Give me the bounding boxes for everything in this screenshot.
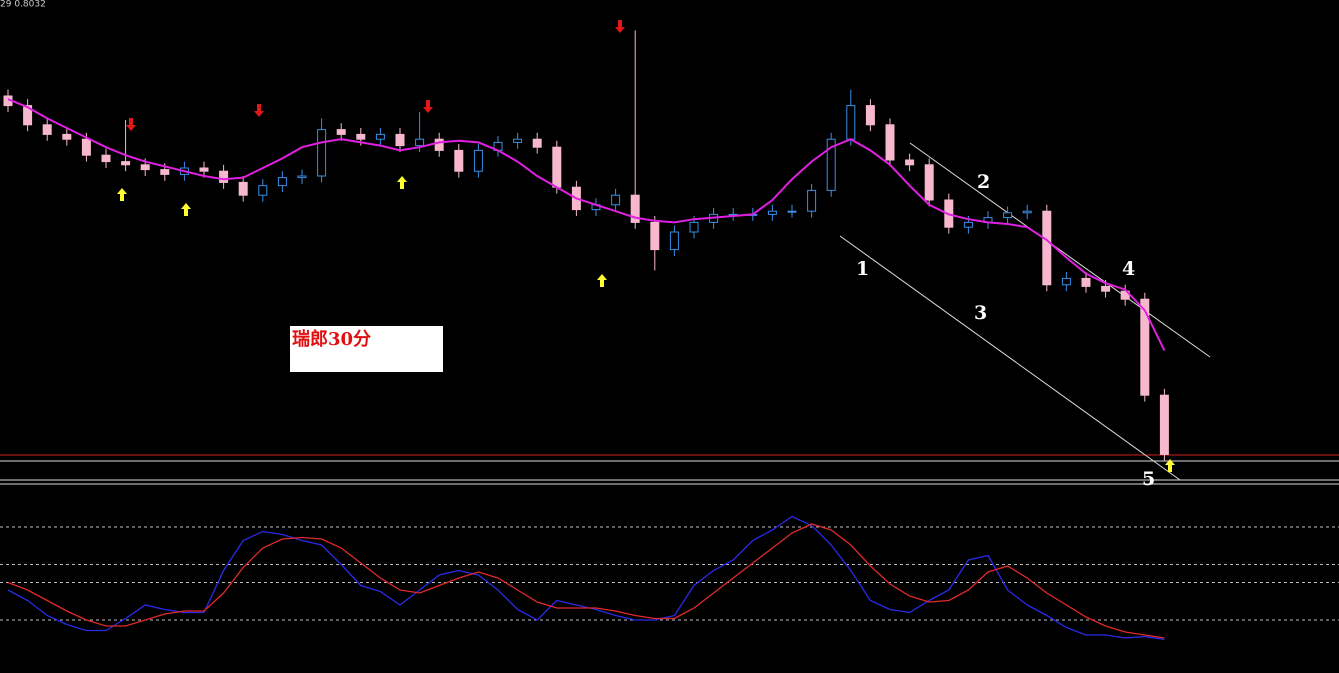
candle-body xyxy=(356,133,366,140)
series-line xyxy=(7,98,1166,351)
annotation: 4 xyxy=(1122,258,1135,280)
candle-body xyxy=(1140,298,1150,396)
candle-body xyxy=(552,146,562,188)
candle-body xyxy=(62,133,72,140)
candle-body xyxy=(1081,277,1091,287)
candle-body xyxy=(963,221,973,228)
annotation: 2 xyxy=(977,171,990,193)
candle-body xyxy=(238,181,248,196)
candle-body xyxy=(846,105,856,140)
candle-body xyxy=(513,138,523,143)
sell-arrow xyxy=(126,118,136,131)
candle-body xyxy=(434,138,444,151)
buy-arrow xyxy=(397,176,407,189)
title-box xyxy=(290,326,443,372)
series-line xyxy=(7,523,1165,639)
candle-body xyxy=(454,149,464,172)
candle-body xyxy=(767,210,777,215)
candle-body xyxy=(375,133,385,140)
candle-body xyxy=(905,159,915,166)
buy-arrow xyxy=(181,203,191,216)
candle-body xyxy=(1101,285,1111,292)
candle-body xyxy=(1061,277,1071,286)
candle-body xyxy=(121,161,131,166)
sell-arrow xyxy=(615,20,625,33)
candle-body xyxy=(924,164,934,201)
candle-body xyxy=(23,105,33,126)
buy-arrow xyxy=(1165,459,1175,472)
candle-body xyxy=(1042,210,1052,286)
info-text: 29 0.8032 xyxy=(0,0,46,10)
channel-line xyxy=(839,235,1181,481)
candle-body xyxy=(473,149,483,172)
candle-body xyxy=(297,175,307,179)
candle-body xyxy=(826,138,836,191)
candle-body xyxy=(415,138,425,147)
buy-signals xyxy=(117,176,1175,472)
candle-body xyxy=(865,105,875,126)
candle-body xyxy=(258,185,268,196)
candle-body xyxy=(1022,210,1032,214)
candle-body xyxy=(277,177,287,187)
candle-body xyxy=(532,138,542,148)
candle-body xyxy=(101,154,111,163)
chart-title: 瑞郎30分 xyxy=(292,328,371,350)
buy-arrow xyxy=(117,188,127,201)
candle-body xyxy=(787,210,797,213)
candle-body xyxy=(669,231,679,251)
candle-body xyxy=(689,221,699,233)
candle-body xyxy=(317,129,327,177)
annotation: 1 xyxy=(856,258,869,280)
candle-body xyxy=(650,221,660,251)
candle-body xyxy=(1003,212,1013,219)
candle-body xyxy=(160,169,170,175)
candle-body xyxy=(1159,394,1169,455)
annotation: 5 xyxy=(1142,468,1155,490)
candle-body xyxy=(885,124,895,161)
candle-body xyxy=(81,138,91,156)
candle-body xyxy=(395,133,405,147)
series-line xyxy=(7,515,1165,641)
candle-body xyxy=(140,164,150,171)
candle-body xyxy=(336,129,346,135)
sell-signals xyxy=(126,20,625,131)
annotation: 3 xyxy=(974,302,987,324)
candle-body xyxy=(219,170,229,183)
candle-body xyxy=(611,194,621,206)
candle-body xyxy=(42,124,52,135)
candle-body xyxy=(199,167,209,172)
candle-body xyxy=(630,194,640,223)
candle-body xyxy=(807,189,817,212)
sell-arrow xyxy=(423,100,433,113)
sell-arrow xyxy=(254,104,264,117)
buy-arrow xyxy=(597,274,607,287)
channel-line xyxy=(909,142,1211,358)
